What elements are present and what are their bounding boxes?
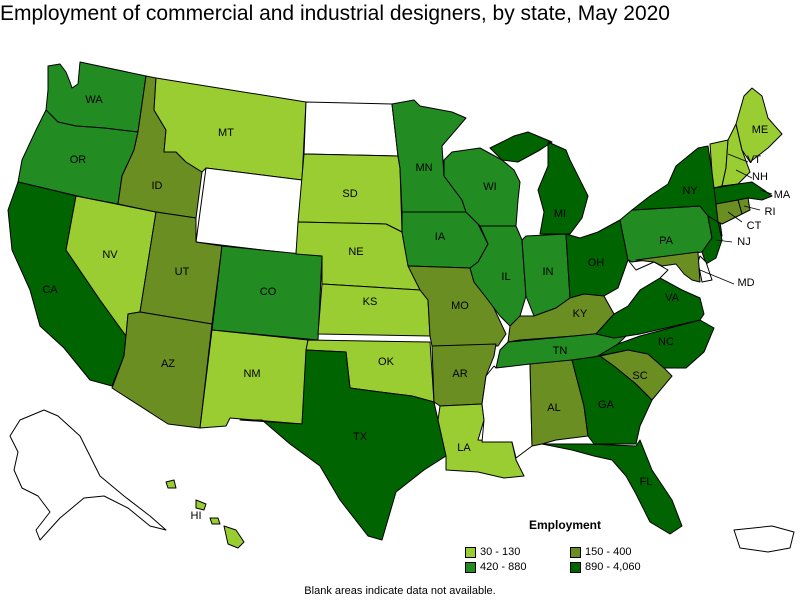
state-label-az: AZ xyxy=(161,358,175,370)
state-nd[interactable] xyxy=(303,101,399,157)
state-tx[interactable] xyxy=(239,349,447,541)
map-title: Employment of commercial and industrial … xyxy=(0,2,670,25)
state-label-ri: RI xyxy=(765,206,776,218)
state-fl[interactable] xyxy=(541,439,683,535)
legend-item-tier1: 30 - 130 xyxy=(465,546,570,558)
leader-line-vt xyxy=(727,153,749,163)
state-label-tn: TN xyxy=(553,345,568,357)
state-az[interactable] xyxy=(111,311,213,429)
state-label-ma: MA xyxy=(774,189,791,201)
state-label-ga: GA xyxy=(598,399,615,411)
state-label-ny: NY xyxy=(682,185,698,197)
leader-line-ct xyxy=(727,211,743,223)
state-label-nj: NJ xyxy=(737,236,750,248)
state-md[interactable] xyxy=(635,251,701,283)
state-label-wa: WA xyxy=(85,94,103,106)
legend-swatch-tier4 xyxy=(570,561,581,573)
state-label-nm: NM xyxy=(243,368,260,380)
state-label-va: VA xyxy=(665,292,680,304)
state-label-sd: SD xyxy=(342,188,357,200)
state-label-nh: NH xyxy=(752,171,768,183)
legend-label-tier2: 150 - 400 xyxy=(585,546,632,558)
state-label-tx: TX xyxy=(353,431,368,443)
state-ct[interactable] xyxy=(715,199,743,225)
state-label-nc: NC xyxy=(658,336,674,348)
state-label-in: IN xyxy=(543,266,554,278)
state-label-md: MD xyxy=(737,277,754,289)
state-pr[interactable] xyxy=(733,525,795,553)
state-wy[interactable] xyxy=(195,167,303,255)
state-label-vt: VT xyxy=(747,154,761,166)
leader-line-nh xyxy=(735,169,753,179)
legend-label-tier4: 890 - 4,060 xyxy=(585,561,641,573)
state-label-id: ID xyxy=(152,180,163,192)
state-label-la: LA xyxy=(457,442,471,454)
state-label-ct: CT xyxy=(747,220,762,232)
state-ak[interactable] xyxy=(9,409,167,541)
state-wv[interactable] xyxy=(603,259,669,315)
legend-item-tier4: 890 - 4,060 xyxy=(570,561,675,573)
leader-line-md xyxy=(699,269,735,285)
state-label-il: IL xyxy=(501,271,510,283)
footnote: Blank areas indicate data not available. xyxy=(304,585,496,597)
state-nc[interactable] xyxy=(597,319,715,369)
state-label-nv: NV xyxy=(102,249,118,261)
leader-line-ma xyxy=(759,189,773,195)
state-label-ut: UT xyxy=(175,266,190,278)
state-label-or: OR xyxy=(70,154,87,166)
state-label-mi: MI xyxy=(554,208,566,220)
state-ks[interactable] xyxy=(317,283,431,337)
leader-line-nj xyxy=(715,239,733,243)
state-label-al: AL xyxy=(547,402,560,414)
legend-label-tier1: 30 - 130 xyxy=(480,546,521,558)
state-label-co: CO xyxy=(260,286,277,298)
legend-swatch-tier3 xyxy=(465,561,476,573)
state-mi[interactable] xyxy=(489,131,589,235)
state-label-mn: MN xyxy=(415,162,432,174)
state-label-fl: FL xyxy=(640,476,653,488)
legend-item-tier3: 420 - 880 xyxy=(465,561,570,573)
legend-title: Employment xyxy=(528,518,601,532)
state-nj[interactable] xyxy=(701,215,723,265)
leader-line-ri xyxy=(743,205,761,211)
state-label-ne: NE xyxy=(348,246,363,258)
state-label-oh: OH xyxy=(588,257,605,269)
state-label-mt: MT xyxy=(218,127,234,139)
state-label-mo: MO xyxy=(451,300,469,312)
legend-label-tier3: 420 - 880 xyxy=(480,561,527,573)
state-hi[interactable] xyxy=(165,479,245,549)
state-me[interactable] xyxy=(735,87,783,163)
state-label-pa: PA xyxy=(659,235,674,247)
state-label-ky: KY xyxy=(573,308,588,320)
state-label-wi: WI xyxy=(483,181,496,193)
state-mt[interactable] xyxy=(153,77,307,181)
state-label-hi: HI xyxy=(191,510,202,522)
state-label-ar: AR xyxy=(452,368,467,380)
legend-swatch-tier2 xyxy=(570,546,581,558)
state-label-ok: OK xyxy=(378,356,395,368)
legend-swatch-tier1 xyxy=(465,546,476,558)
legend: Employment 30 - 130 150 - 400 420 - 880 … xyxy=(465,518,695,573)
state-label-ia: IA xyxy=(435,231,446,243)
state-label-me: ME xyxy=(752,124,769,136)
state-label-ca: CA xyxy=(42,284,58,296)
state-label-ks: KS xyxy=(363,296,378,308)
legend-item-tier2: 150 - 400 xyxy=(570,546,675,558)
state-label-sc: SC xyxy=(632,370,647,382)
